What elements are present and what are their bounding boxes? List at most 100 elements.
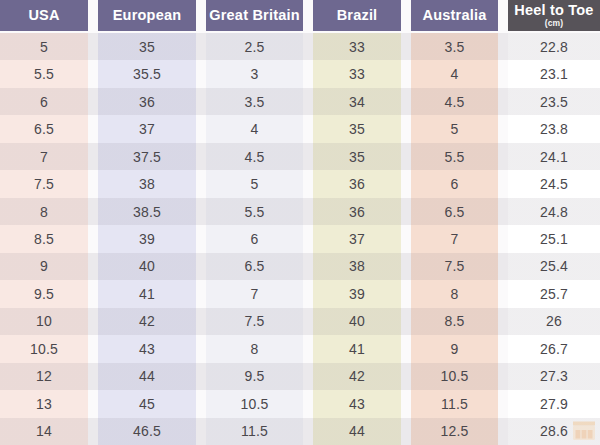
column-header-european: European (98, 0, 196, 31)
table-row: 14 46.5 11.5 44 12.5 28.6 (0, 418, 600, 445)
column-header-label: European (113, 8, 181, 23)
table-cell-heel-to-toe: 24.8 (508, 198, 600, 225)
column-header-brazil: Brazil (313, 0, 401, 31)
table-cell-european: 35 (98, 33, 196, 60)
shoe-size-conversion-table: USA European Great Britain Brazil Austra… (0, 0, 600, 445)
table-row: 5.5 35.5 3 33 4 23.1 (0, 60, 600, 87)
table-cell-brazil: 35 (313, 143, 401, 170)
table-cell-australia: 8.5 (411, 308, 498, 335)
table-cell-great-britain: 2.5 (206, 33, 303, 60)
table-cell-great-britain: 8 (206, 335, 303, 362)
table-cell-european: 35.5 (98, 60, 196, 87)
table-cell-european: 43 (98, 335, 196, 362)
column-header-label: Australia (423, 8, 487, 23)
table-cell-great-britain: 6 (206, 225, 303, 252)
table-cell-heel-to-toe: 26 (508, 308, 600, 335)
table-cell-usa: 7.5 (0, 170, 88, 197)
table-cell-australia: 6 (411, 170, 498, 197)
table-row: 6 36 3.5 34 4.5 23.5 (0, 88, 600, 115)
table-cell-great-britain: 5.5 (206, 198, 303, 225)
table-cell-great-britain: 5 (206, 170, 303, 197)
table-cell-usa: 9 (0, 253, 88, 280)
table-cell-european: 45 (98, 390, 196, 417)
table-cell-australia: 8 (411, 280, 498, 307)
table-cell-european: 36 (98, 88, 196, 115)
table-row: 5 35 2.5 33 3.5 22.8 (0, 33, 600, 60)
column-header-label: USA (28, 8, 59, 23)
table-cell-australia: 7.5 (411, 253, 498, 280)
table-cell-european: 38 (98, 170, 196, 197)
column-header-label: Brazil (337, 8, 378, 23)
table-cell-great-britain: 10.5 (206, 390, 303, 417)
table-body: 5 35 2.5 33 3.5 22.8 5.5 35.5 3 33 4 23.… (0, 33, 600, 445)
table-cell-heel-to-toe: 22.8 (508, 33, 600, 60)
table-cell-brazil: 33 (313, 60, 401, 87)
table-cell-brazil: 40 (313, 308, 401, 335)
table-row: 9.5 41 7 39 8 25.7 (0, 280, 600, 307)
table-cell-australia: 10.5 (411, 363, 498, 390)
table-cell-heel-to-toe: 27.9 (508, 390, 600, 417)
table-cell-usa: 12 (0, 363, 88, 390)
table-cell-australia: 7 (411, 225, 498, 252)
table-cell-heel-to-toe: 25.7 (508, 280, 600, 307)
table-cell-usa: 6.5 (0, 115, 88, 142)
column-header-label: Heel to Toe (514, 3, 593, 18)
table-cell-brazil: 39 (313, 280, 401, 307)
table-row: 7.5 38 5 36 6 24.5 (0, 170, 600, 197)
table-cell-brazil: 38 (313, 253, 401, 280)
table-cell-usa: 5 (0, 33, 88, 60)
table-cell-great-britain: 4.5 (206, 143, 303, 170)
table-cell-australia: 4.5 (411, 88, 498, 115)
table-cell-australia: 4 (411, 60, 498, 87)
table-cell-usa: 10.5 (0, 335, 88, 362)
table-cell-great-britain: 7.5 (206, 308, 303, 335)
table-cell-european: 38.5 (98, 198, 196, 225)
table-cell-usa: 10 (0, 308, 88, 335)
table-row: 8 38.5 5.5 36 6.5 24.8 (0, 198, 600, 225)
table-cell-brazil: 35 (313, 115, 401, 142)
table-cell-great-britain: 9.5 (206, 363, 303, 390)
table-row: 9 40 6.5 38 7.5 25.4 (0, 253, 600, 280)
table-header: USA European Great Britain Brazil Austra… (0, 0, 600, 31)
table-cell-australia: 6.5 (411, 198, 498, 225)
table-cell-heel-to-toe: 23.5 (508, 88, 600, 115)
table-cell-usa: 6 (0, 88, 88, 115)
table-cell-usa: 14 (0, 418, 88, 445)
column-header-australia: Australia (411, 0, 498, 31)
column-header-heel-to-toe: Heel to Toe (cm) (508, 0, 600, 31)
column-header-usa: USA (0, 0, 88, 31)
table-cell-european: 37.5 (98, 143, 196, 170)
column-header-great-britain: Great Britain (206, 0, 303, 31)
table-row: 13 45 10.5 43 11.5 27.9 (0, 390, 600, 417)
table-cell-australia: 11.5 (411, 390, 498, 417)
table-cell-australia: 12.5 (411, 418, 498, 445)
table-cell-australia: 9 (411, 335, 498, 362)
table-cell-european: 42 (98, 308, 196, 335)
table-cell-heel-to-toe: 24.5 (508, 170, 600, 197)
table-cell-australia: 5 (411, 115, 498, 142)
table-cell-brazil: 44 (313, 418, 401, 445)
table-cell-usa: 7 (0, 143, 88, 170)
table-cell-heel-to-toe: 28.6 (508, 418, 600, 445)
table-cell-usa: 9.5 (0, 280, 88, 307)
table-cell-great-britain: 3 (206, 60, 303, 87)
table-cell-european: 37 (98, 115, 196, 142)
table-row: 8.5 39 6 37 7 25.1 (0, 225, 600, 252)
table-cell-heel-to-toe: 24.1 (508, 143, 600, 170)
table-cell-great-britain: 4 (206, 115, 303, 142)
table-cell-european: 41 (98, 280, 196, 307)
table-cell-brazil: 36 (313, 170, 401, 197)
table-cell-heel-to-toe: 23.8 (508, 115, 600, 142)
table-cell-brazil: 42 (313, 363, 401, 390)
table-cell-brazil: 34 (313, 88, 401, 115)
table-cell-heel-to-toe: 27.3 (508, 363, 600, 390)
table-cell-heel-to-toe: 26.7 (508, 335, 600, 362)
table-cell-brazil: 33 (313, 33, 401, 60)
column-header-unit: (cm) (545, 19, 564, 28)
table-cell-usa: 5.5 (0, 60, 88, 87)
table-row: 12 44 9.5 42 10.5 27.3 (0, 363, 600, 390)
table-cell-great-britain: 6.5 (206, 253, 303, 280)
table-cell-usa: 13 (0, 390, 88, 417)
table-cell-european: 46.5 (98, 418, 196, 445)
table-row: 10.5 43 8 41 9 26.7 (0, 335, 600, 362)
